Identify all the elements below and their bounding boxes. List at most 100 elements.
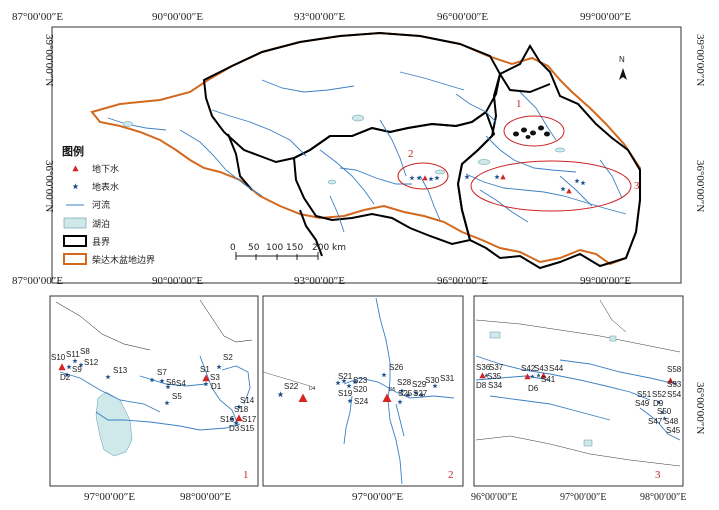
label-S20: S20 bbox=[353, 385, 368, 394]
label-S36: S36 bbox=[476, 363, 491, 372]
inset1-county bbox=[55, 299, 253, 351]
inset3-lon-96: 96°00′00″E bbox=[471, 492, 517, 503]
scale-100: 100 bbox=[266, 243, 283, 253]
zone-label-3: 3 bbox=[634, 180, 640, 192]
right-lat-36: 36°00′00″N bbox=[694, 160, 706, 212]
label-S43: S43 bbox=[534, 364, 549, 373]
label-S31: S31 bbox=[440, 374, 455, 383]
bottom-lon-96: 96°00′00″E bbox=[437, 275, 488, 287]
label-S8: S8 bbox=[80, 347, 90, 356]
label-S9: S9 bbox=[72, 365, 82, 374]
label-S28: S28 bbox=[397, 378, 412, 387]
inset1-lon-98: 98°00′00″E bbox=[180, 491, 231, 503]
county-borders bbox=[202, 31, 641, 270]
label-D4: D4 bbox=[309, 386, 316, 392]
inset3-lon-97: 97°00′00″E bbox=[560, 492, 606, 503]
zone-ring-1 bbox=[503, 115, 565, 147]
label-S29: S29 bbox=[412, 380, 427, 389]
label-S47: S47 bbox=[648, 417, 663, 426]
label-S50: S50 bbox=[657, 407, 672, 416]
zone-label-1: 1 bbox=[516, 98, 522, 110]
label-S12: S12 bbox=[84, 358, 99, 367]
inset3-lat: 36°00′00″N bbox=[694, 382, 706, 434]
legend-title: 图例 bbox=[62, 144, 84, 158]
label-S41: S41 bbox=[541, 375, 556, 384]
label-S4: S4 bbox=[176, 379, 186, 388]
bottom-lon-90: 90°00′00″E bbox=[152, 275, 203, 287]
label-S44: S44 bbox=[549, 364, 564, 373]
scale-0: 0 bbox=[230, 243, 236, 253]
inset-1: S10 S11 S8 S9 S12 D2 S13 S7 S6 S4 S5 S1 … bbox=[49, 295, 259, 487]
label-D2: D2 bbox=[60, 373, 71, 382]
label-D8: D8 bbox=[476, 381, 487, 390]
label-S19: S19 bbox=[338, 389, 353, 398]
zone-ring-2 bbox=[397, 162, 449, 190]
label-S6: S6 bbox=[166, 378, 176, 387]
inset2-number: 2 bbox=[448, 469, 454, 481]
label-S54: S54 bbox=[667, 390, 682, 399]
bottom-lon-93: 93°00′00″E bbox=[294, 275, 345, 287]
label-S15: S15 bbox=[240, 424, 255, 433]
legend-item-lake: 湖泊 bbox=[92, 219, 110, 230]
top-map: 1 2 3 N 0 50 100 150 200 km 图例 地下水 bbox=[12, 11, 706, 287]
north-arrow-icon: N bbox=[619, 55, 627, 80]
inset2-lon-97: 97°00′00″E bbox=[352, 491, 403, 503]
label-S27: S27 bbox=[413, 389, 428, 398]
label-S16: S16 bbox=[220, 415, 235, 424]
scale-150: 150 bbox=[286, 243, 303, 253]
top-lon-90: 90°00′00″E bbox=[152, 11, 203, 23]
label-D6: D6 bbox=[528, 384, 539, 393]
zone-rings bbox=[397, 115, 632, 212]
top-lon-93: 93°00′00″E bbox=[294, 11, 345, 23]
bottom-lon-99: 99°00′00″E bbox=[580, 275, 631, 287]
inset2-rivers bbox=[343, 297, 455, 485]
legend: 图例 地下水 地表水 河流 湖泊 县界 柴达木盆地边界 bbox=[62, 144, 155, 266]
label-D3: D3 bbox=[229, 424, 240, 433]
label-S34: S34 bbox=[488, 381, 503, 390]
inset3-number: 3 bbox=[655, 469, 661, 481]
label-S26: S26 bbox=[389, 363, 404, 372]
top-lon-87: 87°00′00″E bbox=[12, 11, 63, 23]
left-lat-39: 39°00′00″N bbox=[43, 34, 55, 86]
bottom-lon-87: 87°00′00″E bbox=[12, 275, 63, 287]
zone-ring-3 bbox=[470, 160, 632, 212]
inset3-lon-98: 98°00′00″E bbox=[640, 492, 686, 503]
inset1-number: 1 bbox=[243, 469, 249, 481]
scale-bar: 0 50 100 150 200 km bbox=[230, 243, 346, 260]
legend-item-river: 河流 bbox=[92, 199, 110, 211]
label-S18: S18 bbox=[234, 405, 249, 414]
label-S23: S23 bbox=[353, 376, 368, 385]
inset1-lon-97: 97°00′00″E bbox=[84, 491, 135, 503]
label-S25: S25 bbox=[398, 389, 413, 398]
label-S24: S24 bbox=[354, 397, 369, 406]
label-S14: S14 bbox=[240, 396, 255, 405]
label-S53: S53 bbox=[667, 380, 682, 389]
label-S7: S7 bbox=[157, 368, 167, 377]
legend-item-county: 县界 bbox=[92, 237, 110, 248]
label-S17: S17 bbox=[242, 415, 257, 424]
label-D5: D5 bbox=[389, 387, 396, 393]
label-S2: S2 bbox=[223, 353, 233, 362]
scale-50: 50 bbox=[248, 243, 260, 253]
north-label: N bbox=[619, 55, 625, 64]
label-S30: S30 bbox=[425, 376, 440, 385]
rivers bbox=[107, 71, 627, 233]
legend-item-basin: 柴达木盆地边界 bbox=[92, 254, 155, 266]
top-lon-99: 99°00′00″E bbox=[580, 11, 631, 23]
legend-item-groundwater: 地下水 bbox=[92, 163, 119, 175]
legend-item-surface: 地表水 bbox=[92, 181, 119, 193]
label-S35: S35 bbox=[487, 372, 502, 381]
label-S51: S51 bbox=[637, 390, 652, 399]
inset3-county bbox=[475, 299, 681, 467]
label-S52: S52 bbox=[652, 390, 667, 399]
top-map-frame bbox=[51, 26, 682, 284]
label-D9: D9 bbox=[653, 399, 664, 408]
lakes bbox=[122, 114, 566, 185]
label-S13: S13 bbox=[113, 366, 128, 375]
label-S10: S10 bbox=[51, 353, 66, 362]
inset-2: S22 D4 S21 S23 S19 S20 S24 S26 S28 S29 S… bbox=[262, 295, 464, 487]
label-S58: S58 bbox=[667, 365, 682, 374]
inset-3: S36 S37 S35 D8 S34 S42 S43 S44 S41 D6 S5… bbox=[473, 295, 706, 487]
zone1-cluster bbox=[513, 125, 550, 139]
scale-200: 200 km bbox=[312, 243, 346, 253]
